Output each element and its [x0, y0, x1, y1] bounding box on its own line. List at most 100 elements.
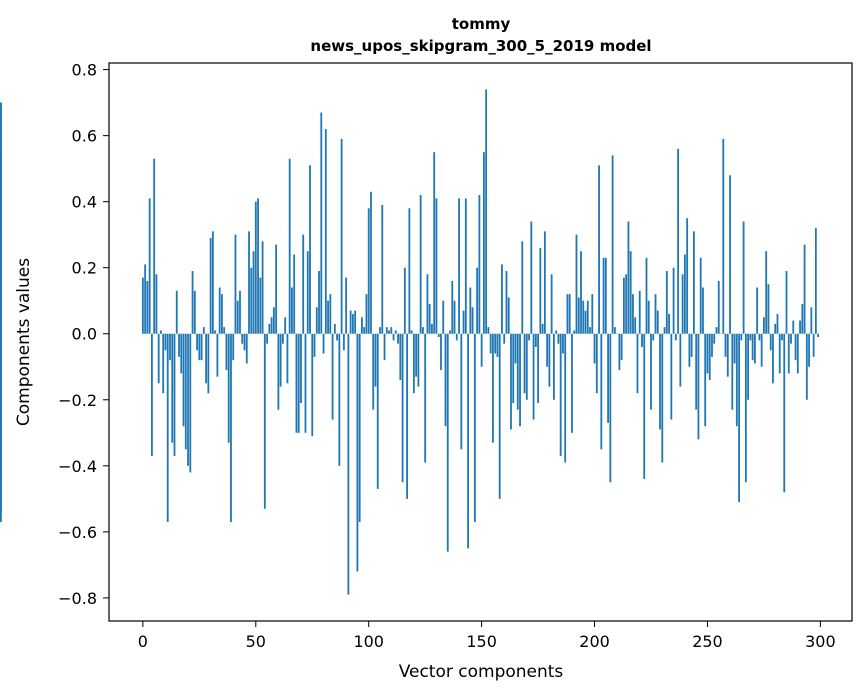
bar-99 [365, 294, 368, 334]
bar-275 [763, 317, 765, 334]
bar-121 [415, 333, 418, 377]
bar-126 [426, 274, 429, 334]
bar-260 [729, 175, 731, 334]
y-tick-label: 0.6 [72, 127, 97, 146]
bar-208 [611, 155, 614, 334]
bar-251 [708, 333, 711, 380]
y-tick-label: −0.4 [58, 457, 97, 476]
bar-98 [363, 327, 366, 334]
bar-249 [704, 333, 707, 427]
bar-119 [410, 330, 413, 334]
bar-186 [562, 333, 564, 354]
bar-248 [702, 287, 704, 334]
bar-83 [329, 294, 332, 334]
x-tick-label: 150 [466, 632, 497, 651]
bar-80 [322, 333, 325, 354]
bar-103 [374, 333, 377, 387]
bar-60 [277, 333, 280, 410]
bar-280 [774, 323, 777, 334]
bar-54 [263, 333, 266, 509]
bar-81 [324, 129, 327, 334]
bar-184 [557, 333, 560, 344]
bar-173 [532, 333, 535, 420]
bar-8 [160, 330, 162, 334]
bar-3 [148, 198, 151, 334]
bar-118 [408, 208, 411, 334]
bar-219 [636, 333, 639, 394]
bar-259 [726, 333, 729, 377]
bar-145 [469, 287, 472, 334]
bar-17 [180, 333, 183, 374]
bar-201 [595, 333, 598, 394]
bar-107 [383, 333, 386, 361]
bar-177 [541, 323, 544, 334]
bar-63 [284, 317, 287, 334]
bar-35 [221, 294, 223, 334]
bar-144 [467, 333, 469, 549]
bar-207 [609, 333, 612, 483]
bar-178 [543, 231, 546, 334]
bar-undefined [0, 333, 2, 522]
bar-14 [173, 333, 176, 456]
bar-162 [507, 297, 510, 334]
bar-0 [141, 277, 144, 334]
bar-294 [805, 333, 808, 400]
bar-90 [345, 277, 348, 334]
bar-183 [555, 330, 558, 334]
plot-frame [108, 62, 853, 622]
bar-93 [352, 313, 354, 334]
bar-272 [756, 287, 759, 334]
bar-265 [740, 333, 743, 341]
bar-293 [803, 244, 806, 334]
bar-94 [354, 310, 357, 334]
x-tick-label: 50 [246, 632, 266, 651]
bar-128 [431, 323, 433, 334]
bar-152 [485, 89, 488, 334]
bar-12 [169, 333, 171, 361]
bar-226 [652, 333, 655, 341]
bar-19 [184, 333, 187, 450]
bar-153 [487, 327, 490, 334]
bar-182 [552, 333, 555, 400]
x-tick-label: 100 [353, 632, 384, 651]
y-tick-label: 0.4 [72, 193, 97, 212]
bar-64 [286, 333, 289, 384]
bar-108 [385, 327, 388, 334]
bar-195 [582, 300, 585, 334]
bar-24 [196, 333, 198, 351]
bar-134 [444, 333, 447, 427]
bar-139 [455, 333, 458, 341]
bar-138 [453, 300, 456, 334]
bar-190 [571, 333, 573, 433]
bar-278 [769, 333, 772, 351]
bar-45 [243, 333, 246, 351]
bar-158 [498, 333, 501, 499]
bar-23 [193, 290, 196, 334]
bar-42 [236, 300, 239, 334]
bar-74 [309, 165, 311, 334]
bar-218 [634, 317, 637, 334]
bar-132 [440, 333, 442, 371]
bar-241 [686, 218, 689, 334]
bar-295 [808, 333, 810, 367]
bar-198 [589, 327, 591, 334]
bar-246 [697, 333, 700, 440]
bar-102 [372, 333, 375, 410]
bar-114 [399, 333, 402, 380]
bar-224 [647, 300, 650, 334]
bar-185 [559, 333, 562, 456]
bar-67 [293, 254, 296, 334]
bar-26 [200, 333, 203, 361]
bar-250 [706, 333, 709, 374]
bar-238 [679, 333, 682, 387]
bar-96 [358, 333, 361, 522]
bar-236 [674, 333, 677, 341]
bar-297 [812, 333, 815, 357]
bar-211 [618, 333, 621, 371]
x-tick-label: 200 [579, 632, 610, 651]
bar-299 [817, 333, 820, 338]
bar-38 [227, 333, 230, 443]
y-tick-label: 0.0 [72, 325, 97, 344]
bar-266 [742, 221, 745, 334]
bar-228 [656, 310, 659, 334]
